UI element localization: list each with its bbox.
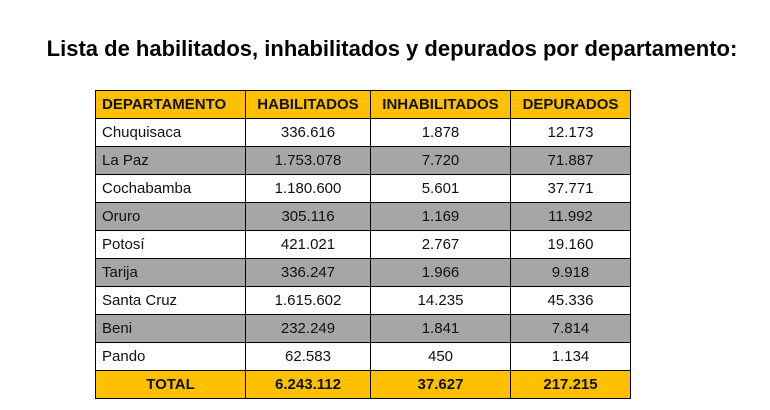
cell-depurados: 71.887 <box>510 146 631 175</box>
cell-depurados: 1.134 <box>510 342 631 371</box>
cell-depurados: 37.771 <box>510 174 631 203</box>
cell-inhabilitados: 1.841 <box>370 314 511 343</box>
table-row: Tarija 336.247 1.966 9.918 <box>95 258 631 287</box>
page-title: Lista de habilitados, inhabilitados y de… <box>46 36 738 61</box>
cell-departamento: Oruro <box>95 202 246 231</box>
cell-depurados: 12.173 <box>510 118 631 147</box>
cell-departamento: La Paz <box>95 146 246 175</box>
cell-habilitados: 1.615.602 <box>245 286 371 315</box>
cell-habilitados: 305.116 <box>245 202 371 231</box>
total-departamento: TOTAL <box>95 370 246 399</box>
cell-depurados: 7.814 <box>510 314 631 343</box>
table-row: Pando 62.583 450 1.134 <box>95 342 631 371</box>
cell-inhabilitados: 2.767 <box>370 230 511 259</box>
header-departamento: DEPARTAMENTO <box>95 90 246 119</box>
cell-habilitados: 232.249 <box>245 314 371 343</box>
cell-inhabilitados: 450 <box>370 342 511 371</box>
cell-departamento: Tarija <box>95 258 246 287</box>
cell-depurados: 9.918 <box>510 258 631 287</box>
table-row: Santa Cruz 1.615.602 14.235 45.336 <box>95 286 631 315</box>
header-habilitados: HABILITADOS <box>245 90 371 119</box>
cell-departamento: Cochabamba <box>95 174 246 203</box>
table-row: Beni 232.249 1.841 7.814 <box>95 314 631 343</box>
total-depurados: 217.215 <box>510 370 631 399</box>
cell-inhabilitados: 1.966 <box>370 258 511 287</box>
table-row: Cochabamba 1.180.600 5.601 37.771 <box>95 174 631 203</box>
table-row: Chuquisaca 336.616 1.878 12.173 <box>95 118 631 147</box>
table-row: Oruro 305.116 1.169 11.992 <box>95 202 631 231</box>
cell-depurados: 45.336 <box>510 286 631 315</box>
cell-habilitados: 62.583 <box>245 342 371 371</box>
cell-inhabilitados: 14.235 <box>370 286 511 315</box>
cell-inhabilitados: 7.720 <box>370 146 511 175</box>
cell-habilitados: 336.247 <box>245 258 371 287</box>
cell-departamento: Chuquisaca <box>95 118 246 147</box>
total-habilitados: 6.243.112 <box>245 370 371 399</box>
cell-inhabilitados: 5.601 <box>370 174 511 203</box>
cell-habilitados: 1.180.600 <box>245 174 371 203</box>
total-inhabilitados: 37.627 <box>370 370 511 399</box>
cell-habilitados: 1.753.078 <box>245 146 371 175</box>
department-table: DEPARTAMENTO HABILITADOS INHABILITADOS D… <box>95 90 631 399</box>
cell-habilitados: 421.021 <box>245 230 371 259</box>
cell-departamento: Santa Cruz <box>95 286 246 315</box>
header-inhabilitados: INHABILITADOS <box>370 90 511 119</box>
header-row: DEPARTAMENTO HABILITADOS INHABILITADOS D… <box>95 90 631 119</box>
cell-depurados: 11.992 <box>510 202 631 231</box>
cell-inhabilitados: 1.878 <box>370 118 511 147</box>
table-row: Potosí 421.021 2.767 19.160 <box>95 230 631 259</box>
cell-habilitados: 336.616 <box>245 118 371 147</box>
header-depurados: DEPURADOS <box>510 90 631 119</box>
cell-departamento: Potosí <box>95 230 246 259</box>
cell-departamento: Pando <box>95 342 246 371</box>
cell-inhabilitados: 1.169 <box>370 202 511 231</box>
table-row: La Paz 1.753.078 7.720 71.887 <box>95 146 631 175</box>
total-row: TOTAL 6.243.112 37.627 217.215 <box>95 370 631 399</box>
cell-departamento: Beni <box>95 314 246 343</box>
cell-depurados: 19.160 <box>510 230 631 259</box>
